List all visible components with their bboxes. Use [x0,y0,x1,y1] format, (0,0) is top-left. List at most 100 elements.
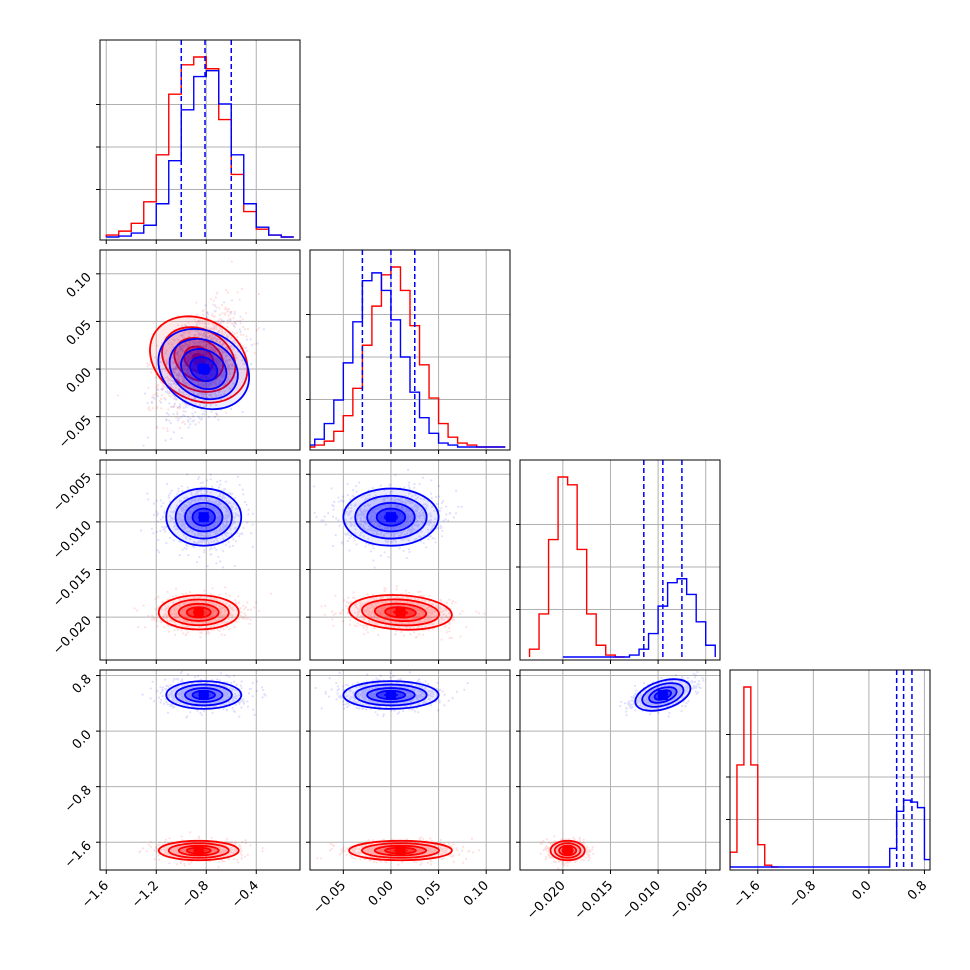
scatter-point [224,517,227,520]
scatter-point [183,614,186,618]
scatter-point [438,608,441,611]
scatter-point [250,344,253,347]
scatter-point [431,609,434,612]
scatter-point [365,626,368,629]
scatter-point [417,603,420,606]
scatter-point [222,357,225,360]
scatter-point [192,386,196,389]
scatter-point [220,373,223,376]
scatter-point [212,506,215,509]
scatter-point [220,322,223,325]
scatter-point [367,613,370,617]
scatter-point [185,596,188,600]
scatter-point [377,611,380,614]
scatter-point [185,537,188,540]
scatter-point [431,613,434,616]
scatter-point [184,384,187,387]
scatter-point [377,601,381,604]
scatter-point [205,491,208,494]
scatter-point [406,600,409,604]
scatter-point [199,632,202,635]
scatter-point [429,609,433,612]
scatter-point [158,551,161,554]
scatter-point [200,631,203,634]
scatter-point [191,379,194,382]
scatter-point [179,514,182,517]
scatter-point [178,619,181,622]
scatter-point [160,505,163,508]
scatter-point [423,600,427,604]
scatter-point [414,636,417,639]
scatter-point [427,520,430,523]
scatter-point [191,530,194,533]
scatter-point [442,613,445,616]
scatter-point [231,544,234,547]
contour-blue [191,507,216,527]
scatter-point [362,609,365,613]
scatter-point [173,404,176,407]
scatter-point [199,505,202,508]
scatter-point [345,604,348,608]
scatter-point [217,516,220,519]
scatter-point [224,517,227,520]
scatter-point [228,366,231,369]
scatter-point [233,376,236,379]
scatter-point [173,367,176,370]
scatter-point [181,375,184,378]
scatter-point [220,607,223,610]
scatter-point [215,612,218,615]
scatter-point [414,597,417,601]
scatter-point [197,532,200,535]
scatter-point [174,383,177,386]
scatter-point [176,362,179,365]
scatter-point [184,607,187,610]
scatter-point [168,536,171,540]
scatter-point [189,538,192,541]
scatter-point [186,513,189,516]
scatter-point [257,327,260,330]
scatter-point [234,339,237,342]
scatter-point [171,516,174,520]
scatter-point [355,625,358,628]
scatter-point [241,359,244,362]
scatter-point [231,492,234,495]
scatter-point [209,404,212,407]
scatter-point [163,510,166,513]
scatter-point [413,483,416,486]
scatter-point [383,589,386,593]
scatter-point [182,602,185,605]
scatter-point [214,304,217,307]
scatter-point [354,604,357,607]
scatter-point [219,616,222,619]
scatter-point [150,400,153,403]
scatter-point [163,526,166,529]
scatter-point [433,610,436,614]
scatter-point [380,609,384,613]
scatter-point [198,625,201,629]
scatter-point [226,335,229,338]
scatter-point [183,621,187,624]
scatter-point [182,515,185,518]
scatter-point [164,613,167,616]
scatter-point [228,545,231,548]
scatter-point [213,391,216,394]
scatter-point [177,355,180,358]
scatter-point [210,602,214,605]
scatter-point [377,611,380,614]
scatter-point [184,342,187,345]
scatter-point [207,382,210,385]
scatter-point [193,342,196,345]
scatter-point [167,496,170,499]
scatter-point [230,607,233,610]
scatter-point [211,609,214,612]
scatter-point [231,616,234,619]
scatter-point [373,615,376,618]
scatter-point [211,327,214,330]
scatter-point [371,621,374,624]
scatter-point [229,493,232,496]
scatter-point [195,542,199,545]
scatter-point [434,541,437,544]
scatter-point [182,368,185,371]
scatter-point [224,360,227,363]
scatter-point [218,338,221,341]
